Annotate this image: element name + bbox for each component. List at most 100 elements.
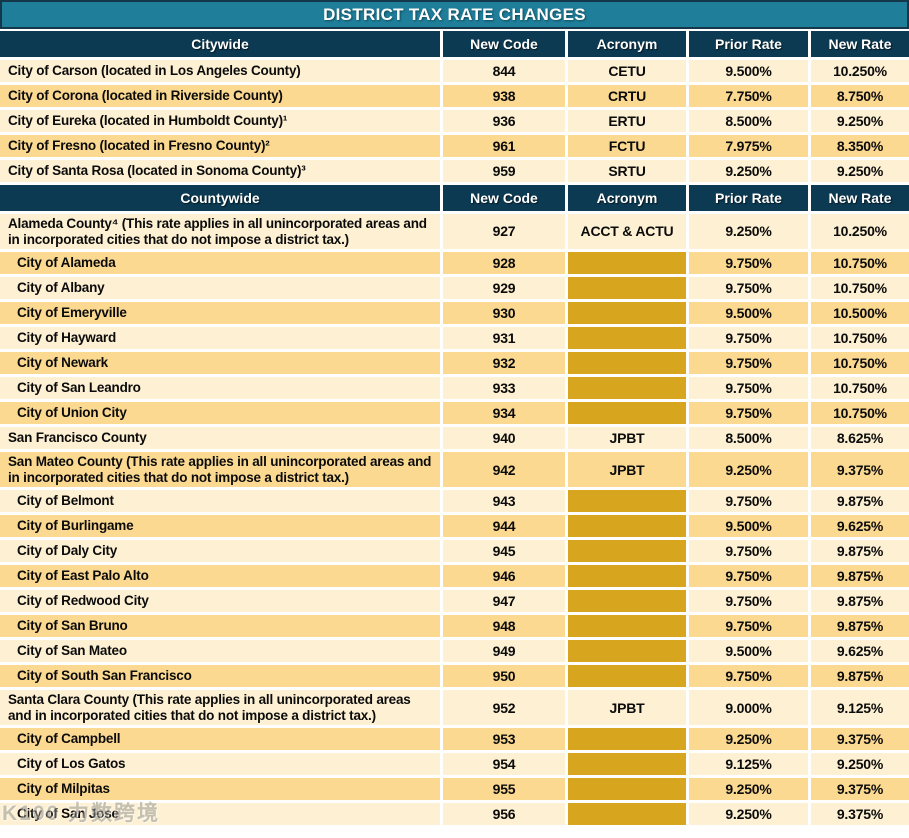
table-row: City of Campbell 953 9.250% 9.375% (0, 728, 909, 751)
acronym-value (568, 665, 686, 688)
table-row: City of East Palo Alto 946 9.750% 9.875% (0, 565, 909, 588)
table-row: City of San Bruno 948 9.750% 9.875% (0, 615, 909, 638)
new-code-value: 952 (443, 690, 565, 726)
new-code-value: 934 (443, 402, 565, 425)
acronym-value: JPBT (568, 690, 686, 726)
jurisdiction-name: City of Newark (0, 352, 440, 375)
acronym-value (568, 515, 686, 538)
acronym-value: CETU (568, 60, 686, 82)
table-row: San Francisco County 940 JPBT 8.500% 8.6… (0, 427, 909, 450)
prior-rate-value: 9.250% (689, 214, 808, 250)
table-row: City of Albany 929 9.750% 10.750% (0, 277, 909, 300)
prior-rate-value: 8.500% (689, 427, 808, 450)
new-rate-value: 10.750% (811, 327, 909, 350)
table-row: City of Carson (located in Los Angeles C… (0, 60, 909, 82)
jurisdiction-name: City of San Leandro (0, 377, 440, 400)
prior-rate-value: 9.750% (689, 590, 808, 613)
acronym-value (568, 327, 686, 350)
table-row: City of San Leandro 933 9.750% 10.750% (0, 377, 909, 400)
new-rate-value: 9.875% (811, 565, 909, 588)
table-row: City of Santa Rosa (located in Sonoma Co… (0, 160, 909, 182)
prior-rate-value: 9.750% (689, 615, 808, 638)
prior-rate-value: 9.750% (689, 402, 808, 425)
new-rate-value: 10.750% (811, 377, 909, 400)
acronym-value (568, 352, 686, 375)
jurisdiction-name: City of Redwood City (0, 590, 440, 613)
table-sections: Citywide New Code Acronym Prior Rate New… (0, 31, 909, 826)
jurisdiction-name: City of San Bruno (0, 615, 440, 638)
table-row: Santa Clara County (This rate applies in… (0, 690, 909, 726)
acronym-value: FCTU (568, 135, 686, 157)
jurisdiction-name: City of Campbell (0, 728, 440, 751)
table-row: City of Fresno (located in Fresno County… (0, 135, 909, 157)
new-code-value: 936 (443, 110, 565, 132)
prior-rate-value: 9.750% (689, 565, 808, 588)
new-code-value: 947 (443, 590, 565, 613)
new-rate-value: 9.875% (811, 615, 909, 638)
jurisdiction-name: City of Santa Rosa (located in Sonoma Co… (0, 160, 440, 182)
jurisdiction-name: City of Daly City (0, 540, 440, 563)
table-row: Alameda County⁴ (This rate applies in al… (0, 214, 909, 250)
new-rate-value: 10.250% (811, 214, 909, 250)
jurisdiction-name: City of Belmont (0, 490, 440, 513)
acronym-value (568, 277, 686, 300)
new-rate-value: 10.500% (811, 302, 909, 325)
jurisdiction-name: City of San Mateo (0, 640, 440, 663)
prior-rate-value: 9.500% (689, 640, 808, 663)
prior-rate-value: 9.750% (689, 490, 808, 513)
acronym-value: JPBT (568, 452, 686, 488)
prior-rate-value: 9.250% (689, 160, 808, 182)
table-row: City of Newark 932 9.750% 10.750% (0, 352, 909, 375)
acronym-value: CRTU (568, 85, 686, 107)
prior-rate-value: 9.250% (689, 778, 808, 801)
column-header-prior-rate: Prior Rate (689, 31, 808, 57)
acronym-value (568, 640, 686, 663)
new-code-value: 942 (443, 452, 565, 488)
acronym-value: ERTU (568, 110, 686, 132)
new-code-value: 927 (443, 214, 565, 250)
acronym-value (568, 540, 686, 563)
table-row: City of Milpitas 955 9.250% 9.375% (0, 778, 909, 801)
jurisdiction-name: City of Emeryville (0, 302, 440, 325)
column-header-new-code: New Code (443, 31, 565, 57)
acronym-value (568, 778, 686, 801)
prior-rate-value: 9.125% (689, 753, 808, 776)
section-citywide: Citywide New Code Acronym Prior Rate New… (0, 31, 909, 182)
new-code-value: 950 (443, 665, 565, 688)
table-row: City of Alameda 928 9.750% 10.750% (0, 252, 909, 275)
acronym-value (568, 252, 686, 275)
new-code-value: 844 (443, 60, 565, 82)
jurisdiction-name: City of Carson (located in Los Angeles C… (0, 60, 440, 82)
prior-rate-value: 9.750% (689, 665, 808, 688)
prior-rate-value: 9.500% (689, 302, 808, 325)
new-code-value: 949 (443, 640, 565, 663)
jurisdiction-name: City of South San Francisco (0, 665, 440, 688)
acronym-value (568, 728, 686, 751)
new-rate-value: 8.750% (811, 85, 909, 107)
jurisdiction-name: City of Milpitas (0, 778, 440, 801)
new-rate-value: 8.625% (811, 427, 909, 450)
table-row: City of Eureka (located in Humboldt Coun… (0, 110, 909, 132)
prior-rate-value: 9.750% (689, 540, 808, 563)
column-header-acronym: Acronym (568, 185, 686, 211)
new-rate-value: 9.875% (811, 490, 909, 513)
new-code-value: 955 (443, 778, 565, 801)
table-row: City of Burlingame 944 9.500% 9.625% (0, 515, 909, 538)
jurisdiction-name: City of San Jose (0, 803, 440, 826)
prior-rate-value: 9.000% (689, 690, 808, 726)
prior-rate-value: 9.750% (689, 377, 808, 400)
acronym-value: JPBT (568, 427, 686, 450)
table-row: City of Daly City 945 9.750% 9.875% (0, 540, 909, 563)
new-rate-value: 9.375% (811, 803, 909, 826)
acronym-value (568, 803, 686, 826)
table-header-row: Countywide New Code Acronym Prior Rate N… (0, 185, 909, 211)
jurisdiction-name: City of Union City (0, 402, 440, 425)
jurisdiction-name: City of Alameda (0, 252, 440, 275)
acronym-value (568, 615, 686, 638)
new-rate-value: 9.250% (811, 160, 909, 182)
acronym-value (568, 377, 686, 400)
new-rate-value: 9.375% (811, 728, 909, 751)
page-title: DISTRICT TAX RATE CHANGES (0, 0, 909, 29)
new-code-value: 932 (443, 352, 565, 375)
